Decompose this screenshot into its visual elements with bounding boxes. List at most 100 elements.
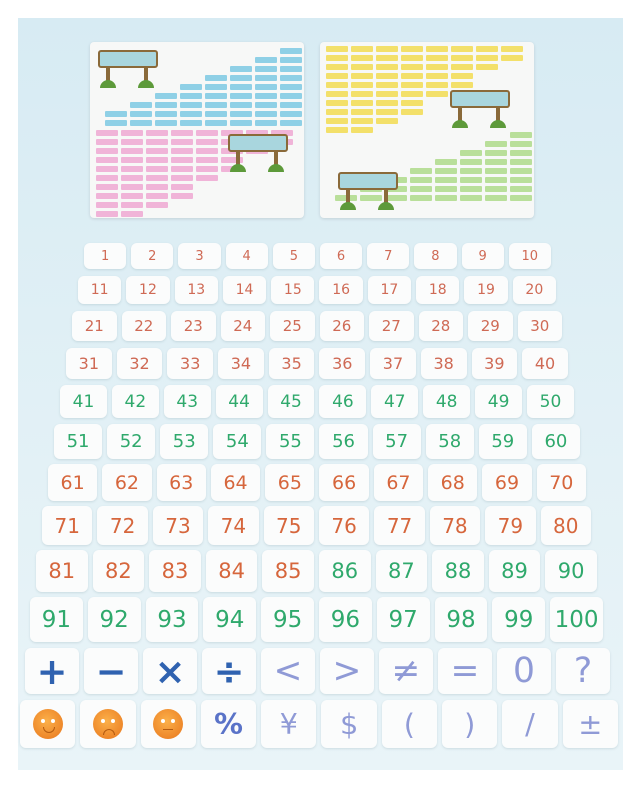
number-card[interactable]: 58	[425, 424, 474, 459]
number-card[interactable]: 4	[225, 243, 268, 269]
number-card[interactable]: 78	[429, 506, 481, 545]
number-card[interactable]: 85	[262, 550, 314, 592]
number-card[interactable]: 32	[116, 348, 163, 379]
symbol-card[interactable]: /	[502, 700, 558, 748]
number-card[interactable]: 77	[374, 506, 425, 545]
number-card[interactable]: 27	[369, 311, 414, 341]
number-card[interactable]: 65	[265, 464, 315, 501]
number-card[interactable]: 42	[111, 385, 159, 418]
number-card[interactable]: 84	[205, 550, 258, 592]
symbol-card[interactable]: ¥	[261, 700, 317, 748]
number-card[interactable]: 48	[423, 385, 471, 418]
number-card[interactable]: 91	[30, 597, 83, 642]
number-card[interactable]: 13	[174, 276, 218, 304]
number-card[interactable]: 18	[416, 276, 460, 304]
number-card[interactable]: 36	[319, 348, 366, 379]
number-card[interactable]: 15	[271, 276, 315, 304]
symbol-card[interactable]: ±	[562, 700, 618, 748]
number-card[interactable]: 41	[60, 385, 107, 418]
number-card[interactable]: 30	[517, 311, 562, 341]
number-card[interactable]: 53	[160, 424, 209, 459]
number-card[interactable]: 29	[468, 311, 513, 341]
number-card[interactable]: 49	[475, 385, 523, 418]
number-card[interactable]: 44	[215, 385, 263, 418]
number-card[interactable]: 72	[97, 506, 148, 545]
number-card[interactable]: 88	[432, 550, 484, 592]
number-card[interactable]: 12	[126, 276, 170, 304]
number-card[interactable]: 9	[461, 243, 504, 269]
number-card[interactable]: 92	[87, 597, 141, 642]
number-card[interactable]: 79	[485, 506, 536, 545]
number-card[interactable]: 54	[213, 424, 262, 459]
number-card[interactable]: 28	[418, 311, 463, 341]
number-card[interactable]: 66	[319, 464, 369, 501]
number-card[interactable]: 76	[318, 506, 370, 545]
number-card[interactable]: 5	[272, 243, 315, 269]
number-card[interactable]: 70	[536, 464, 586, 501]
number-card[interactable]: 67	[373, 464, 424, 501]
number-card[interactable]: 1	[84, 243, 127, 269]
number-card[interactable]: 47	[371, 385, 419, 418]
symbol-card[interactable]: ?	[556, 648, 610, 694]
number-card[interactable]: 99	[492, 597, 546, 642]
number-card[interactable]: 50	[527, 385, 574, 418]
symbol-card[interactable]: 0	[497, 648, 551, 694]
number-card[interactable]: 100	[550, 597, 603, 642]
symbol-card[interactable]: <	[261, 648, 315, 694]
symbol-card[interactable]: >	[320, 648, 374, 694]
number-card[interactable]: 39	[471, 348, 518, 379]
number-card[interactable]: 17	[367, 276, 412, 304]
symbol-card[interactable]: %	[200, 700, 257, 748]
number-card[interactable]: 68	[428, 464, 478, 501]
number-card[interactable]: 7	[367, 243, 410, 269]
symbol-card[interactable]: =	[438, 648, 492, 694]
number-card[interactable]: 96	[318, 597, 372, 642]
number-card[interactable]: 81	[36, 550, 88, 592]
number-card[interactable]: 87	[375, 550, 428, 592]
symbol-card[interactable]: ÷	[202, 648, 256, 694]
number-card[interactable]: 55	[266, 424, 315, 459]
number-card[interactable]: 63	[156, 464, 206, 501]
number-card[interactable]: 8	[414, 243, 457, 269]
number-card[interactable]: 22	[121, 311, 166, 341]
face-card-sad[interactable]	[80, 700, 136, 748]
number-card[interactable]: 10	[508, 243, 551, 269]
number-card[interactable]: 95	[261, 597, 314, 642]
number-card[interactable]: 43	[163, 385, 211, 418]
number-card[interactable]: 21	[72, 311, 117, 341]
number-card[interactable]: 34	[218, 348, 264, 379]
number-card[interactable]: 11	[78, 276, 122, 304]
number-card[interactable]: 80	[540, 506, 591, 545]
number-card[interactable]: 3	[178, 243, 221, 269]
number-card[interactable]: 59	[478, 424, 527, 459]
number-card[interactable]: 73	[152, 506, 204, 545]
number-card[interactable]: 57	[372, 424, 421, 459]
number-card[interactable]: 20	[512, 276, 556, 304]
number-card[interactable]: 25	[270, 311, 315, 341]
number-card[interactable]: 64	[210, 464, 261, 501]
number-card[interactable]: 37	[370, 348, 416, 379]
number-card[interactable]: 51	[54, 424, 103, 459]
number-card[interactable]: 83	[149, 550, 201, 592]
symbol-card[interactable]: ×	[143, 648, 197, 694]
symbol-card[interactable]: +	[25, 648, 79, 694]
number-card[interactable]: 33	[167, 348, 214, 379]
symbol-card[interactable]: )	[442, 700, 498, 748]
number-card[interactable]: 2	[131, 243, 174, 269]
number-card[interactable]: 23	[171, 311, 216, 341]
number-card[interactable]: 60	[531, 424, 580, 459]
number-card[interactable]: 46	[319, 385, 367, 418]
number-card[interactable]: 82	[92, 550, 145, 592]
number-card[interactable]: 16	[319, 276, 363, 304]
symbol-card[interactable]: $	[321, 700, 377, 748]
number-card[interactable]: 69	[482, 464, 532, 501]
number-card[interactable]: 24	[220, 311, 265, 341]
symbol-card[interactable]: (	[381, 700, 438, 748]
number-card[interactable]: 61	[48, 464, 98, 501]
number-card[interactable]: 89	[488, 550, 541, 592]
number-card[interactable]: 6	[319, 243, 363, 269]
number-card[interactable]: 98	[434, 597, 488, 642]
symbol-card[interactable]: −	[84, 648, 138, 694]
number-card[interactable]: 86	[318, 550, 371, 592]
number-card[interactable]: 97	[376, 597, 430, 642]
